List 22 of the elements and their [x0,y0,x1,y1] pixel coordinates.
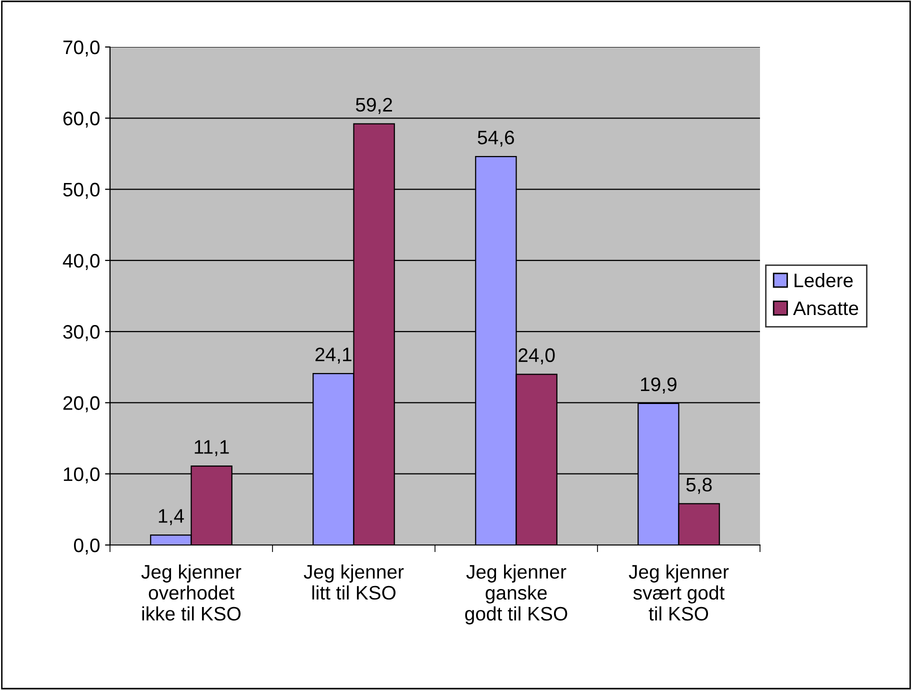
y-tick-label: 60,0 [63,112,100,128]
data-label: 11,1 [194,440,229,456]
legend-label: Ledere [794,273,853,288]
data-label: 5,8 [686,478,712,494]
data-label: 1,4 [158,509,184,526]
x-tick-label: Jeg kjenner overhodet ikke til KSO [141,564,242,621]
x-tick-label: Jeg kjenner ganske godt til KSO [465,564,568,624]
y-tick-label: 10,0 [64,467,100,484]
y-tick-label: 30,0 [63,325,100,342]
x-tick-label: Jeg kjenner svært godt til KSO [628,564,729,621]
y-tick-label: 40,0 [62,254,100,270]
legend-label: Ansatte [793,302,858,316]
y-tick-label: 70,0 [63,40,100,57]
data-label: 19,9 [641,377,676,394]
y-tick-label: 0,0 [74,538,100,555]
data-label: 24,0 [518,348,555,364]
data-label: 54,6 [478,130,514,147]
data-label: 59,2 [356,98,392,114]
x-tick-label: Jeg kjenner litt til KSO [304,564,404,600]
y-tick-label: 50,0 [63,182,100,199]
y-tick-label: 20,0 [63,396,100,412]
data-label: 24,1 [315,348,352,364]
